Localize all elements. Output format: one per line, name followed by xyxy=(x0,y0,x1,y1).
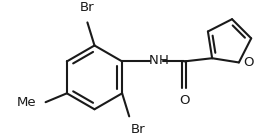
Text: Br: Br xyxy=(131,123,146,136)
Text: H: H xyxy=(158,54,168,67)
Text: O: O xyxy=(179,94,189,107)
Text: Me: Me xyxy=(17,96,37,109)
Text: O: O xyxy=(243,56,254,69)
Text: N: N xyxy=(149,54,159,67)
Text: Br: Br xyxy=(80,1,95,14)
